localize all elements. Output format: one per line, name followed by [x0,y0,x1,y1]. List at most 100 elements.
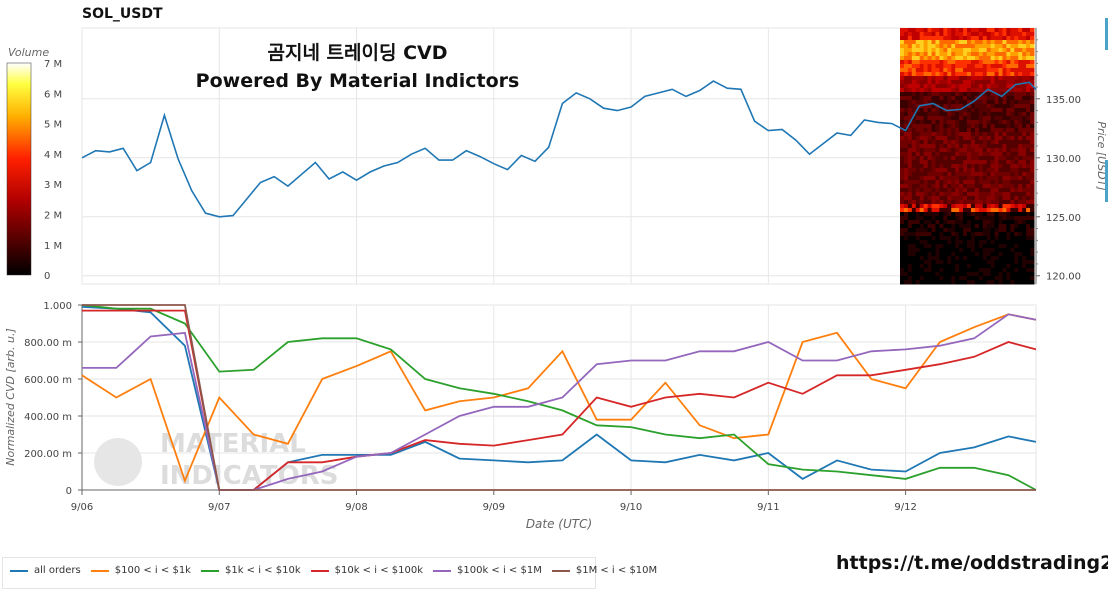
heatmap-cell [990,72,996,77]
heatmap-cell [947,256,952,261]
heatmap-cell [959,92,964,97]
heatmap-cell [1014,244,1019,249]
heatmap-cell [1030,176,1035,181]
legend-item[interactable]: all orders [10,565,81,576]
legend-item[interactable]: $10k < i < $100k [310,565,423,576]
heatmap-cell [907,76,913,81]
heatmap-cell [990,108,996,113]
heatmap-cell [970,220,976,225]
legend-item[interactable]: $100 < i < $1k [90,565,191,576]
heatmap-cell [974,116,980,121]
heatmap-cell [947,116,952,121]
heatmap-cell [903,92,909,97]
heatmap-cell [1030,184,1035,189]
heatmap-cell [935,248,940,253]
heatmap-cell [970,224,976,229]
heatmap-cell [1018,108,1023,113]
heatmap-cell [1026,188,1031,193]
heatmap-cell [927,252,933,257]
heatmap-cell [970,240,976,245]
legend-label: $100k < i < $1M [457,565,542,576]
legend-label: $1M < i < $10M [575,565,658,576]
heatmap-cell [986,136,992,141]
heatmap-cell [998,136,1003,141]
heatmap-cell [990,188,996,193]
heatmap-cell [903,216,909,221]
heatmap-cell [907,216,913,221]
heatmap-cell [923,152,929,157]
heatmap-cell [998,52,1003,57]
heatmap-cell [990,88,996,93]
heatmap-cell [935,204,940,209]
heatmap-cell [955,180,960,185]
heatmap-cell [1010,76,1015,81]
heatmap-cell [1018,40,1023,45]
heatmap-cell [1006,224,1011,229]
heatmap-cell [1006,272,1011,277]
heatmap-cell [943,280,948,285]
heatmap-cell [911,148,917,153]
telegram-link[interactable]: https://t.me/oddstrading2 [836,552,1108,574]
heatmap-cell [919,112,925,117]
heatmap-cell [986,168,992,173]
heatmap-cell [1022,52,1027,57]
cvd-x-tick-label: 9/09 [483,502,505,513]
heatmap-cell [998,188,1003,193]
heatmap-cell [963,68,968,73]
heatmap-cell [998,144,1003,149]
heatmap-cell [990,92,996,97]
heatmap-cell [903,212,909,217]
legend-item[interactable]: $1k < i < $10k [200,565,301,576]
heatmap-cell [1002,120,1007,125]
heatmap-cell [959,88,964,93]
heatmap-cell [943,72,948,77]
heatmap-cell [1022,160,1027,165]
heatmap-cell [923,228,929,233]
heatmap-cell [900,140,905,145]
heatmap-cell [951,152,956,157]
heatmap-cell [931,56,936,61]
heatmap-cell [990,276,996,281]
heatmap-cell [963,64,968,69]
heatmap-cell [978,48,984,53]
heatmap-cell [951,244,956,249]
heatmap-cell [998,208,1003,213]
heatmap-cell [955,56,960,61]
heatmap-cell [1022,268,1027,273]
heatmap-cell [955,64,960,69]
heatmap-cell [959,112,964,117]
heatmap-cell [967,148,972,153]
heatmap-cell [967,72,972,77]
heatmap-cell [974,184,980,189]
heatmap-cell [970,196,976,201]
heatmap-cell [959,56,964,61]
heatmap-cell [967,180,972,185]
heatmap-cell [927,188,933,193]
heatmap-cell [978,240,984,245]
heatmap-cell [967,280,972,285]
heatmap-cell [923,104,929,109]
legend-item[interactable]: $1M < i < $10M [551,565,658,576]
heatmap-cell [900,96,905,101]
heatmap-cell [967,32,972,37]
heatmap-cell [947,192,952,197]
heatmap-cell [998,212,1003,217]
heatmap-cell [911,72,917,77]
heatmap-cell [939,228,944,233]
heatmap-cell [955,148,960,153]
heatmap-cell [919,224,925,229]
heatmap-cell [911,172,917,177]
heatmap-cell [947,196,952,201]
heatmap-cell [959,240,964,245]
heatmap-cell [978,100,984,105]
heatmap-cell [927,132,933,137]
heatmap-cell [903,44,909,49]
heatmap-cell [963,124,968,129]
heatmap-cell [943,40,948,45]
heatmap-cell [1022,216,1027,221]
heatmap-cell [931,212,936,217]
heatmap-cell [967,260,972,265]
heatmap-cell [915,148,921,153]
legend-item[interactable]: $100k < i < $1M [433,565,542,576]
heatmap-cell [970,132,976,137]
